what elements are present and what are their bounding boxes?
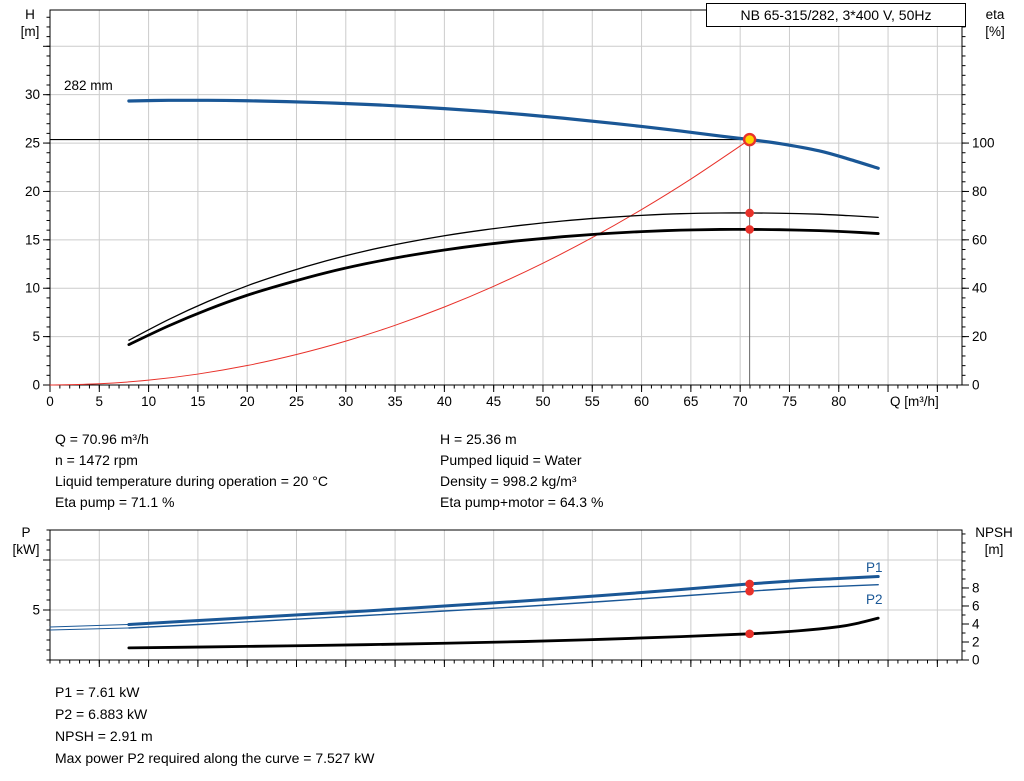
svg-text:0: 0	[972, 378, 980, 393]
p1-value: P1 = 7.61 kW	[55, 684, 140, 700]
max-power-value: Max power P2 required along the curve = …	[55, 750, 375, 766]
eta-axis-name: eta	[985, 7, 1005, 22]
svg-text:50: 50	[535, 394, 550, 409]
svg-text:15: 15	[190, 394, 205, 409]
svg-text:80: 80	[831, 394, 846, 409]
npsh-curve	[127, 616, 880, 650]
svg-text:100: 100	[972, 136, 995, 151]
svg-text:25: 25	[289, 394, 304, 409]
pumped-liquid-value: Pumped liquid = Water	[440, 452, 582, 468]
npsh-axis-title: NPSH [m]	[966, 524, 1022, 558]
svg-text:0: 0	[46, 394, 54, 409]
p2-dot	[745, 586, 754, 596]
eta-pump-curve	[128, 212, 879, 341]
power-npsh-chart: 5 0 2 4 6 8	[32, 529, 980, 668]
svg-text:45: 45	[486, 394, 501, 409]
svg-text:70: 70	[733, 394, 748, 409]
operating-data-left: Q = 70.96 m³/h n = 1472 rpm Liquid tempe…	[55, 429, 328, 513]
eta-pump-dot	[745, 208, 754, 218]
svg-text:75: 75	[782, 394, 797, 409]
svg-text:10: 10	[141, 394, 156, 409]
p-axis-unit: [kW]	[12, 542, 40, 557]
svg-text:15: 15	[25, 232, 40, 247]
svg-text:80: 80	[972, 184, 987, 199]
p-axis-name: P	[21, 525, 31, 540]
svg-text:65: 65	[683, 394, 698, 409]
svg-text:5: 5	[32, 603, 40, 618]
p1-lead-in	[49, 624, 130, 628]
svg-text:20: 20	[25, 184, 40, 199]
svg-text:6: 6	[972, 598, 980, 613]
system-curve	[49, 139, 751, 386]
svg-text:10: 10	[25, 281, 40, 296]
h-axis-unit: [m]	[20, 24, 40, 39]
svg-text:35: 35	[388, 394, 403, 409]
p2-curve	[128, 584, 879, 629]
svg-text:40: 40	[437, 394, 452, 409]
npsh-value: NPSH = 2.91 m	[55, 728, 153, 744]
pump-curve-282mm	[127, 98, 880, 170]
svg-text:60: 60	[972, 232, 987, 247]
eta-axis-unit: [%]	[985, 24, 1005, 39]
svg-text:25: 25	[25, 136, 40, 151]
svg-text:2: 2	[972, 634, 980, 649]
p2-lead-in	[49, 627, 130, 631]
p1-curve-label: P1	[866, 560, 883, 575]
h-axis-title: H [m]	[12, 6, 48, 40]
svg-text:0: 0	[32, 378, 40, 393]
result-data-block: P1 = 7.61 kW P2 = 6.883 kW NPSH = 2.91 m…	[55, 681, 374, 769]
svg-text:8: 8	[972, 580, 980, 595]
p1-curve	[127, 575, 880, 626]
eta-pump-motor-dot	[745, 225, 754, 234]
svg-text:20: 20	[972, 329, 987, 344]
p-axis-title: P [kW]	[6, 524, 46, 558]
svg-text:0: 0	[972, 653, 980, 668]
p2-value: P2 = 6.883 kW	[55, 706, 148, 722]
h-axis-name: H	[25, 7, 35, 22]
npsh-axis-name: NPSH	[975, 525, 1013, 540]
svg-text:55: 55	[585, 394, 600, 409]
eta-axis-title: eta [%]	[972, 6, 1018, 40]
svg-text:40: 40	[972, 281, 987, 296]
operating-data-right: H = 25.36 m Pumped liquid = Water Densit…	[440, 429, 603, 513]
svg-text:4: 4	[972, 616, 980, 631]
svg-text:20: 20	[240, 394, 255, 409]
p2-curve-label: P2	[866, 592, 883, 607]
svg-text:30: 30	[25, 87, 40, 102]
speed-value: n = 1472 rpm	[55, 452, 138, 468]
p1-dot	[745, 579, 754, 589]
svg-text:5: 5	[96, 394, 104, 409]
svg-text:60: 60	[634, 394, 649, 409]
density-value: Density = 998.2 kg/m³	[440, 473, 577, 489]
q-axis-label: Q [m³/h]	[890, 394, 939, 409]
eta-pump-motor-curve	[127, 227, 880, 346]
svg-text:5: 5	[32, 329, 40, 344]
hq-eta-chart: 0 5 10 15 20 25 30 35 40 45 50 55 60 65 70 75 80 0 5 10 15 20…	[25, 9, 995, 409]
liquid-temperature-value: Liquid temperature during operation = 20…	[55, 473, 328, 489]
eta-pump-value: Eta pump = 71.1 %	[55, 494, 175, 510]
head-value: H = 25.36 m	[440, 431, 517, 447]
svg-text:30: 30	[338, 394, 353, 409]
duty-point-marker	[742, 132, 757, 147]
npsh-axis-unit: [m]	[984, 542, 1004, 557]
eta-pump-motor-value: Eta pump+motor = 64.3 %	[440, 494, 604, 510]
npsh-dot	[745, 629, 754, 639]
pump-title-box: NB 65-315/282, 3*400 V, 50Hz	[706, 3, 966, 27]
impeller-diameter-label: 282 mm	[64, 78, 113, 93]
flow-value: Q = 70.96 m³/h	[55, 431, 149, 447]
